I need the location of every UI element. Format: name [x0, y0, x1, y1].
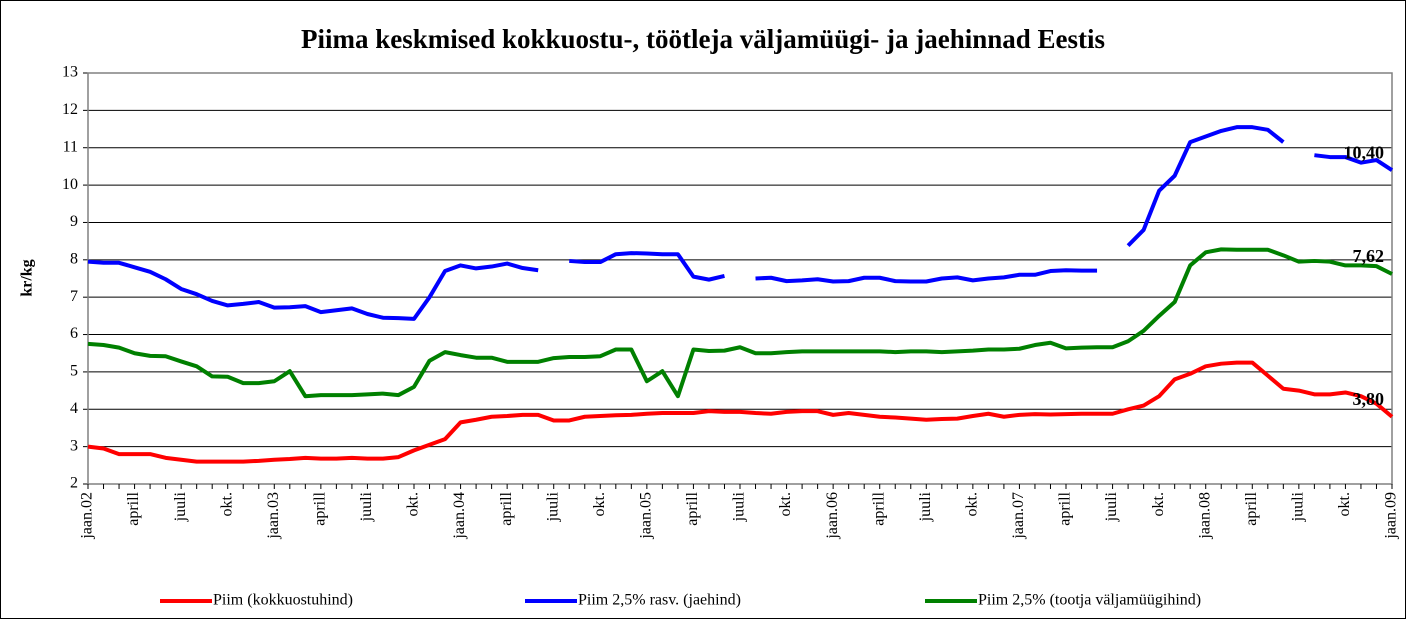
x-tick-label: jaan.05 [638, 492, 655, 540]
x-tick-label: jaan.07 [1010, 492, 1027, 540]
x-tick-label: jaan.08 [1196, 492, 1213, 540]
x-tick-label: juuli [1103, 491, 1120, 522]
chart-title: Piima keskmised kokkuostu-, töötleja väl… [301, 24, 1105, 54]
y-tick-label: 6 [70, 325, 78, 342]
y-tick-label: 9 [70, 213, 78, 230]
x-tick-label: okt. [591, 492, 608, 516]
y-tick-label: 7 [70, 288, 78, 305]
legend-label: Piim 2,5% (tootja väljamüügihind) [978, 592, 1201, 609]
series-line [87, 125, 1394, 321]
x-tick-label: okt. [405, 492, 422, 516]
x-tick-label: juuli [917, 491, 934, 522]
x-tick-label: juuli [544, 491, 561, 522]
x-tick-label: jaan.02 [79, 492, 96, 540]
y-tick-label: 8 [70, 250, 78, 267]
x-tick-label: juuli [1290, 491, 1307, 522]
x-tick-label: okt. [964, 492, 981, 516]
y-tick-label: 10 [62, 176, 78, 193]
x-tick-label: juuli [172, 491, 189, 522]
x-tick-label: aprill [870, 491, 887, 525]
x-tick-label: jaan.09 [1383, 492, 1400, 540]
x-tick-label: aprill [498, 491, 515, 525]
x-tick-label: aprill [1057, 491, 1074, 525]
series-line [87, 247, 1393, 399]
x-tick-label: aprill [312, 491, 329, 525]
data-label: 3,80 [1353, 389, 1385, 409]
legend-label: Piim 2,5% rasv. (jaehind) [578, 592, 741, 609]
x-tick-label: aprill [1243, 491, 1260, 525]
y-tick-label: 12 [62, 101, 78, 118]
x-tick-label: okt. [1150, 492, 1167, 516]
y-tick-label: 5 [70, 363, 78, 380]
legend-label: Piim (kokkuostuhind) [213, 592, 353, 609]
x-tick-label: okt. [218, 492, 235, 516]
x-tick-label: aprill [684, 491, 701, 525]
y-axis-label: kr/kg [19, 259, 36, 296]
x-tick-label: aprill [125, 491, 142, 525]
y-tick-label: 11 [63, 138, 78, 155]
x-tick-label: okt. [1336, 492, 1353, 516]
y-tick-label: 3 [70, 437, 78, 454]
x-tick-label: juuli [358, 491, 375, 522]
y-tick-label: 4 [70, 400, 78, 417]
x-tick-label: jaan.04 [451, 492, 468, 540]
x-tick-label: okt. [777, 492, 794, 516]
data-label: 10,40 [1344, 142, 1385, 162]
x-tick-label: jaan.06 [824, 492, 841, 540]
y-tick-label: 2 [70, 475, 78, 492]
y-tick-label: 13 [62, 64, 78, 81]
data-label: 7,62 [1353, 246, 1385, 266]
series-line [87, 360, 1394, 464]
x-tick-label: jaan.03 [265, 492, 282, 540]
x-tick-label: juuli [731, 491, 748, 522]
